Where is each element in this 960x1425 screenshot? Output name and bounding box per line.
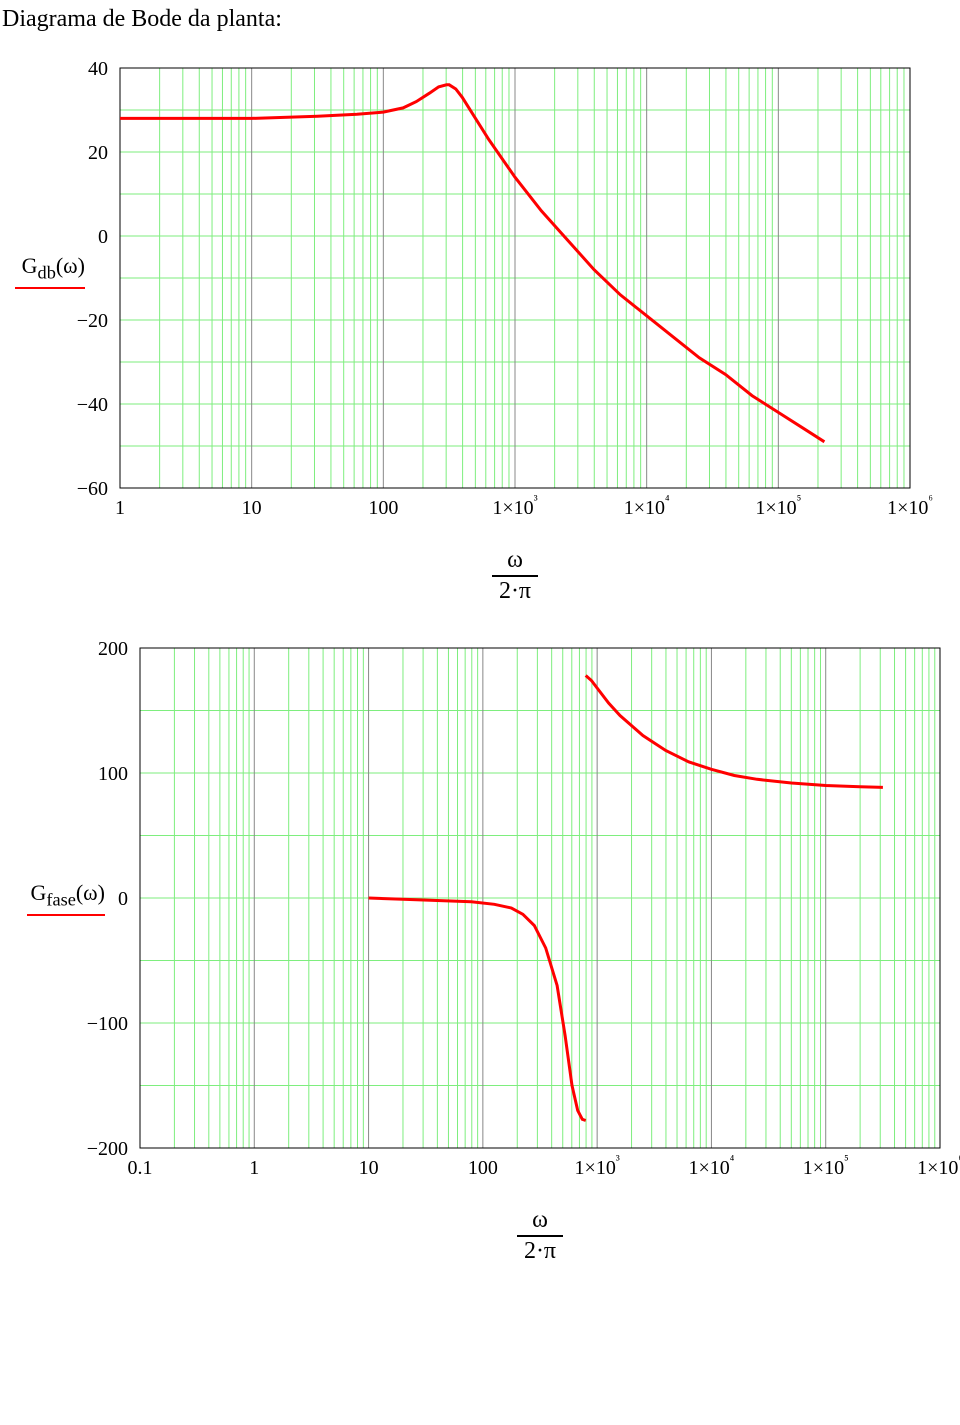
svg-text:1×10⁵: 1×10⁵ <box>755 492 801 519</box>
phase-xlabel: ω 2·π <box>140 1208 940 1264</box>
svg-text:100: 100 <box>468 1157 498 1179</box>
svg-text:1×10⁶: 1×10⁶ <box>917 1152 960 1179</box>
magnitude-ylabel: Gdb(ω) <box>0 253 85 289</box>
magnitude-ylabel-underline <box>15 287 85 289</box>
svg-text:−100: −100 <box>87 1013 128 1035</box>
svg-text:1×10³: 1×10³ <box>575 1152 620 1179</box>
phase-xlabel-denom: 2·π <box>524 1237 556 1264</box>
svg-text:1: 1 <box>115 497 125 519</box>
phase-svg: 200 100 0 −100 −2000.1 1 10 100 1×10³ 1×10⁴ 1×10⁵ 1… <box>0 638 960 1198</box>
svg-text:1×10³: 1×10³ <box>492 492 537 519</box>
svg-text:0: 0 <box>118 888 128 910</box>
svg-text:1×10⁴: 1×10⁴ <box>689 1152 735 1179</box>
svg-text:1: 1 <box>249 1157 259 1179</box>
svg-text:10: 10 <box>359 1157 379 1179</box>
svg-text:−20: −20 <box>77 310 108 332</box>
phase-xlabel-numer: ω <box>526 1208 554 1235</box>
magnitude-chart: Gdb(ω) 40 20 0 −20 −40 −60 1 10 100 1×10³ 1×10⁴ 1×1… <box>0 58 960 578</box>
svg-text:40: 40 <box>88 58 108 80</box>
svg-text:200: 200 <box>98 638 128 660</box>
phase-chart: Gfase(ω) 200 100 0 −100 −2000.1 1 10 100 1×10³ 1×… <box>0 638 960 1248</box>
svg-text:1×10⁴: 1×10⁴ <box>624 492 670 519</box>
magnitude-xlabel-denom: 2·π <box>499 577 531 604</box>
magnitude-svg: 40 20 0 −20 −40 −60 1 10 100 1×10³ 1×10⁴ 1×10⁵ 1×10⁶ <box>0 58 960 538</box>
svg-text:−40: −40 <box>77 394 108 416</box>
svg-text:−200: −200 <box>87 1138 128 1160</box>
page-title: Diagrama de Bode da planta: <box>2 6 960 33</box>
svg-text:1×10⁵: 1×10⁵ <box>803 1152 849 1179</box>
svg-text:−60: −60 <box>77 478 108 500</box>
svg-text:10: 10 <box>242 497 262 519</box>
magnitude-xlabel-numer: ω <box>501 548 529 575</box>
magnitude-xlabel: ω 2·π <box>120 548 910 604</box>
phase-ylabel: Gfase(ω) <box>0 880 105 916</box>
svg-text:100: 100 <box>98 763 128 785</box>
svg-text:0: 0 <box>98 226 108 248</box>
phase-ylabel-underline <box>27 914 105 916</box>
svg-text:0.1: 0.1 <box>128 1157 153 1179</box>
svg-text:20: 20 <box>88 142 108 164</box>
svg-text:1×10⁶: 1×10⁶ <box>887 492 933 519</box>
svg-text:100: 100 <box>368 497 398 519</box>
